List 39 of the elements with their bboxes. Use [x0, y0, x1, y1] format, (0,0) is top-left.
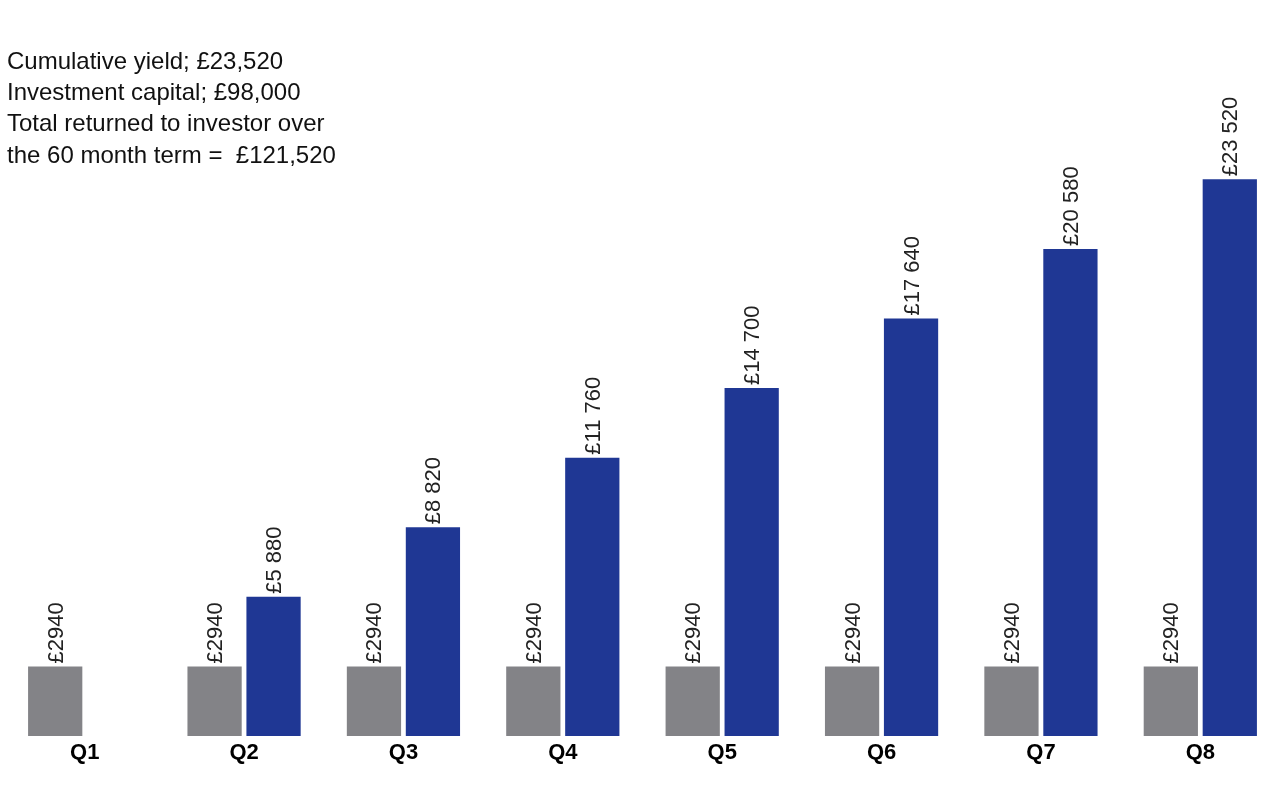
bar — [28, 666, 83, 736]
bar — [984, 666, 1039, 736]
bar — [883, 318, 939, 736]
text: Cumulative yield; £23,520 Investment capital; £98,000 Total returned to investor over the 60 month term = £121,520 — [7, 47, 336, 168]
x-tick-label: Q6 — [866, 739, 897, 764]
bar — [1143, 666, 1198, 736]
bar — [506, 666, 561, 736]
bar — [824, 666, 880, 736]
x-tick-label: Q1 — [70, 739, 100, 764]
x-tick-label: Q2 — [229, 739, 259, 764]
bar — [405, 527, 461, 736]
x-tick-label: Q3 — [388, 739, 419, 764]
data-label: £17 640 — [898, 235, 924, 316]
bar — [246, 596, 301, 736]
data-label: £2940 — [998, 602, 1024, 664]
data-label: £8 820 — [420, 456, 446, 525]
data-label: £23 520 — [1217, 96, 1243, 177]
data-label: £2940 — [520, 602, 546, 664]
x-tick-label: Q8 — [1185, 739, 1215, 764]
data-label: £2940 — [361, 602, 387, 664]
bar — [665, 666, 720, 736]
data-label: £5 880 — [261, 526, 287, 594]
x-tick-label: Q4 — [548, 739, 579, 764]
data-label: £2940 — [42, 602, 68, 664]
data-label: £14 700 — [739, 305, 765, 386]
data-label: £2940 — [202, 602, 228, 664]
x-tick-label: Q5 — [707, 739, 737, 764]
bar — [565, 457, 620, 736]
x-tick-label: Q7 — [1026, 739, 1056, 764]
data-label: £20 580 — [1057, 166, 1083, 246]
data-label: £2940 — [1158, 602, 1184, 664]
bar — [1043, 248, 1098, 736]
bar — [724, 388, 779, 736]
data-label: £11 760 — [579, 376, 605, 455]
data-label: £2940 — [680, 602, 706, 664]
bar — [346, 666, 402, 736]
bar — [187, 666, 242, 736]
data-label: £2940 — [839, 602, 865, 664]
bar — [1202, 179, 1257, 736]
